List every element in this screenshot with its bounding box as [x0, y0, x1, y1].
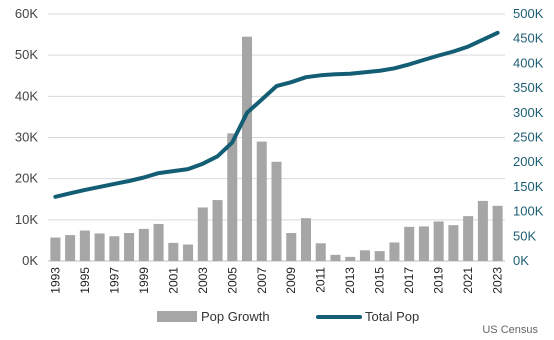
y-right-tick-label: 350K [513, 80, 544, 95]
x-tick-label: 1997 [107, 267, 121, 294]
y-left-tick-label: 10K [15, 212, 38, 227]
y-axis-right: 0K 50K 100K 150K 200K 250K 300K 350K 400K 450K 500… [513, 6, 544, 268]
bar [94, 233, 105, 261]
bar [300, 218, 311, 261]
bar [65, 235, 76, 261]
y-right-tick-label: 150K [513, 179, 544, 194]
line-path [53, 30, 500, 199]
y-right-tick-label: 450K [513, 31, 544, 46]
bar [153, 223, 164, 261]
bar [315, 243, 326, 261]
line-series-total-pop [53, 30, 500, 199]
bar [183, 244, 194, 261]
legend: Pop Growth Total Pop [157, 309, 419, 324]
bar [227, 133, 238, 261]
y-right-tick-label: 250K [513, 130, 544, 145]
x-tick-label: 2009 [284, 267, 298, 294]
x-tick-label: 2019 [432, 267, 446, 294]
y-left-tick-label: 20K [15, 171, 38, 186]
legend-label-total-pop: Total Pop [365, 309, 419, 324]
bar [138, 228, 149, 261]
bar [389, 242, 400, 261]
x-tick-label: 1993 [48, 267, 62, 294]
x-tick-label: 2015 [373, 267, 387, 294]
x-tick-label: 2007 [255, 267, 269, 294]
bar [286, 233, 297, 261]
x-tick-label: 2011 [314, 267, 328, 293]
y-right-tick-label: 100K [513, 204, 544, 219]
bar [418, 226, 429, 261]
bar [433, 221, 444, 261]
y-axis-left: 0K 10K 20K 30K 40K 50K 60K [15, 6, 38, 268]
bar [448, 225, 459, 261]
bar [374, 251, 385, 261]
y-left-tick-label: 50K [15, 47, 38, 62]
x-tick-label: 2021 [461, 267, 475, 294]
x-tick-label: 2017 [402, 267, 416, 294]
bar [359, 250, 370, 261]
bar [242, 36, 253, 262]
bar [256, 141, 267, 261]
x-tick-label: 1995 [78, 267, 92, 294]
bar [79, 230, 90, 261]
bar-series-pop-growth [50, 36, 503, 262]
y-right-tick-label: 300K [513, 105, 544, 120]
y-right-tick-label: 0K [513, 253, 529, 268]
bar [477, 200, 488, 261]
bar [50, 237, 61, 261]
bar [124, 233, 135, 261]
y-left-tick-label: 60K [15, 6, 38, 21]
y-right-tick-label: 50K [513, 228, 536, 243]
bar [197, 207, 208, 261]
bar [345, 256, 356, 261]
x-tick-label: 2001 [166, 267, 180, 294]
source-note: US Census [482, 324, 538, 336]
bar [168, 242, 179, 261]
y-left-tick-label: 0K [22, 253, 38, 268]
legend-swatch-pop-growth [157, 311, 197, 322]
y-left-tick-label: 40K [15, 88, 38, 103]
bar [212, 200, 223, 261]
legend-label-pop-growth: Pop Growth [201, 309, 270, 324]
x-tick-label: 2005 [225, 267, 239, 294]
bar [404, 226, 415, 261]
bar [109, 236, 120, 261]
y-right-tick-label: 400K [513, 55, 544, 70]
x-tick-label: 1999 [137, 267, 151, 294]
x-axis: 1993 1995 1997 1999 2001 2003 2005 2007 2009 2011… [48, 267, 504, 294]
x-tick-label: 2003 [196, 267, 210, 294]
bar [463, 216, 474, 261]
bar [330, 254, 341, 261]
y-right-tick-label: 200K [513, 154, 544, 169]
bar [492, 205, 503, 261]
x-tick-label: 2013 [343, 267, 357, 294]
x-tick-label: 2023 [491, 267, 505, 294]
y-right-tick-label: 500K [513, 6, 544, 21]
y-left-tick-label: 30K [15, 130, 38, 145]
bar [271, 161, 282, 261]
